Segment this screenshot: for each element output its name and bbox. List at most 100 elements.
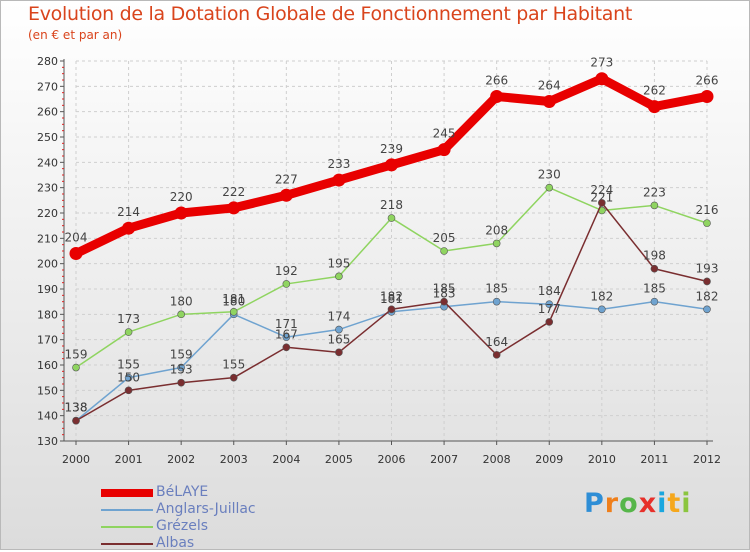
data-label: 138 bbox=[65, 401, 88, 415]
data-label: 224 bbox=[590, 183, 613, 197]
chart-subtitle: (en € et par an) bbox=[28, 28, 123, 42]
data-point bbox=[72, 363, 80, 372]
logo-letter: x bbox=[638, 488, 658, 519]
data-label: 223 bbox=[643, 185, 666, 199]
data-point bbox=[124, 373, 133, 382]
logo-letter: i bbox=[681, 488, 692, 519]
data-point bbox=[703, 277, 711, 286]
data-point bbox=[69, 247, 83, 261]
legend-swatch bbox=[101, 526, 153, 528]
data-label: 185 bbox=[643, 282, 666, 296]
data-point bbox=[650, 201, 659, 210]
data-label: 155 bbox=[117, 358, 140, 372]
x-tick-label: 2009 bbox=[535, 453, 563, 466]
x-tick-label: 2004 bbox=[272, 453, 300, 466]
proxiti-logo: Proxiti bbox=[584, 488, 692, 519]
y-tick-label: 150 bbox=[37, 384, 58, 397]
data-point bbox=[124, 386, 133, 395]
data-label: 239 bbox=[380, 142, 403, 156]
y-tick-label: 250 bbox=[37, 131, 58, 144]
data-point bbox=[335, 272, 343, 281]
data-point bbox=[598, 305, 606, 314]
series-albas: 138 150 153 155 167 165 182 185 164 177 224 198 193 bbox=[65, 183, 718, 425]
logo-letter: r bbox=[604, 488, 620, 519]
y-tick-label: 190 bbox=[37, 283, 58, 296]
data-point bbox=[650, 297, 659, 306]
data-point bbox=[440, 297, 448, 306]
data-point bbox=[279, 188, 293, 202]
data-point bbox=[595, 72, 609, 86]
data-point bbox=[177, 363, 185, 372]
data-point bbox=[545, 318, 554, 326]
logo-letter: P bbox=[584, 488, 605, 519]
data-label: 218 bbox=[380, 198, 403, 212]
x-tick-label: 2006 bbox=[378, 453, 406, 466]
data-point bbox=[387, 214, 396, 222]
data-point bbox=[700, 89, 714, 103]
data-label: 167 bbox=[275, 327, 298, 341]
data-label: 182 bbox=[380, 289, 403, 303]
data-point bbox=[282, 280, 291, 288]
data-label: 150 bbox=[117, 370, 140, 384]
y-tick-label: 180 bbox=[37, 308, 58, 321]
y-axis-ticks: 130 140 150 160 170 180 190 200 210 220 230 240 250 2… bbox=[37, 55, 64, 448]
legend-label: Anglars-Juillac bbox=[156, 501, 256, 517]
data-label: 177 bbox=[538, 302, 561, 316]
data-point bbox=[545, 183, 554, 192]
data-label: 182 bbox=[590, 289, 613, 303]
x-tick-label: 2003 bbox=[220, 453, 248, 466]
x-tick-label: 2001 bbox=[115, 453, 143, 466]
y-tick-label: 260 bbox=[37, 106, 58, 119]
y-tick-label: 220 bbox=[37, 207, 58, 220]
y-tick-label: 170 bbox=[37, 334, 58, 347]
data-point bbox=[492, 297, 501, 306]
y-tick-label: 230 bbox=[37, 182, 58, 195]
data-point bbox=[387, 305, 396, 314]
data-point bbox=[332, 173, 346, 187]
data-label: 204 bbox=[65, 231, 88, 245]
data-point bbox=[335, 325, 343, 334]
x-tick-label: 2005 bbox=[325, 453, 353, 466]
legend-swatch bbox=[101, 543, 153, 545]
data-label: 174 bbox=[327, 310, 350, 324]
data-label: 182 bbox=[696, 289, 719, 303]
data-label: 171 bbox=[275, 317, 298, 331]
data-label: 192 bbox=[275, 264, 298, 278]
x-tick-label: 2002 bbox=[167, 453, 195, 466]
data-label: 198 bbox=[643, 249, 666, 263]
data-point bbox=[703, 219, 711, 227]
data-point bbox=[650, 264, 659, 273]
x-tick-label: 2000 bbox=[62, 453, 90, 466]
data-point bbox=[122, 221, 136, 235]
data-label: 153 bbox=[170, 363, 193, 377]
data-label: 266 bbox=[485, 73, 508, 87]
data-point bbox=[229, 373, 238, 382]
data-label: 233 bbox=[327, 157, 350, 171]
data-point bbox=[598, 199, 606, 207]
x-tick-label: 2011 bbox=[640, 453, 668, 466]
y-tick-label: 130 bbox=[37, 435, 58, 448]
y-tick-label: 240 bbox=[37, 156, 58, 169]
chart-title: Evolution de la Dotation Globale de Fonc… bbox=[28, 3, 633, 25]
data-label: 205 bbox=[433, 231, 456, 245]
data-label: 221 bbox=[590, 190, 613, 204]
x-tick-label: 2012 bbox=[693, 453, 721, 466]
data-point bbox=[437, 143, 451, 157]
data-label: 208 bbox=[485, 223, 508, 237]
data-point bbox=[440, 247, 448, 255]
legend-swatch bbox=[101, 509, 153, 511]
data-label: 184 bbox=[538, 284, 561, 298]
legend-label: BéLAYE bbox=[156, 484, 209, 500]
data-point bbox=[177, 310, 185, 319]
data-point bbox=[124, 328, 133, 336]
data-point bbox=[282, 343, 291, 352]
data-label: 180 bbox=[170, 294, 193, 308]
data-label: 222 bbox=[222, 185, 245, 199]
data-point bbox=[227, 201, 241, 215]
data-point bbox=[72, 416, 80, 425]
data-label: 180 bbox=[222, 294, 245, 308]
data-point bbox=[385, 158, 398, 172]
data-label: 185 bbox=[433, 282, 456, 296]
